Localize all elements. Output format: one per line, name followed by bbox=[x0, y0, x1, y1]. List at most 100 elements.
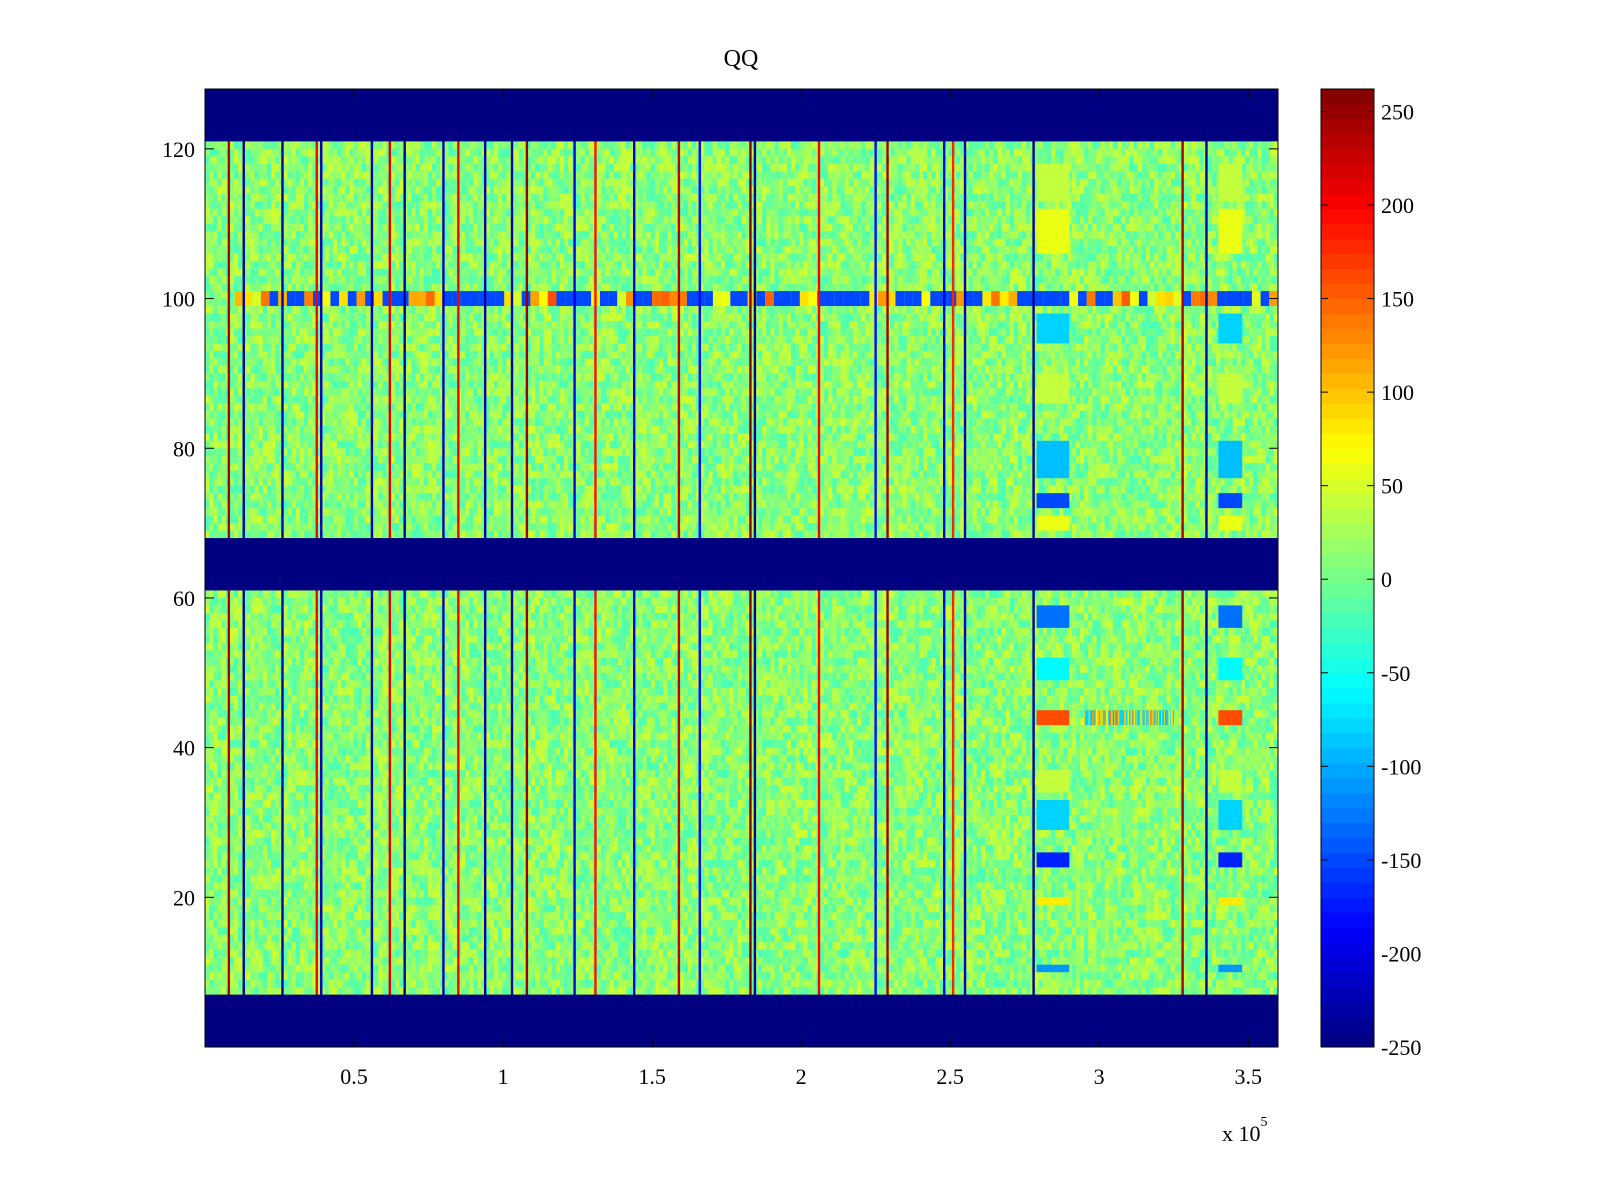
heatmap-cell bbox=[683, 148, 689, 157]
heatmap-cell bbox=[691, 186, 697, 195]
heatmap-cell bbox=[745, 178, 751, 187]
heatmap-cell bbox=[737, 201, 742, 210]
heatmap-cell bbox=[1211, 201, 1217, 210]
heatmap-cell bbox=[1088, 163, 1093, 172]
heatmap-cell bbox=[1096, 178, 1101, 187]
heatmap-cell bbox=[316, 171, 321, 180]
heatmap-cell bbox=[423, 141, 429, 150]
heatmap-cell bbox=[1178, 193, 1184, 202]
heatmap-cell bbox=[213, 171, 218, 180]
heatmap-cell bbox=[609, 201, 614, 210]
heatmap-cell bbox=[630, 216, 635, 225]
heatmap-cell bbox=[568, 193, 573, 202]
heatmap-cell bbox=[1240, 148, 1246, 157]
heatmap-cell bbox=[1129, 216, 1134, 225]
heatmap-cell bbox=[378, 186, 383, 195]
heatmap-cell bbox=[766, 186, 771, 195]
heatmap-cell bbox=[803, 178, 808, 187]
heatmap-cell bbox=[324, 216, 330, 225]
heatmap-cell bbox=[576, 208, 581, 217]
heatmap-cell bbox=[617, 216, 623, 225]
heatmap-cell bbox=[522, 193, 528, 202]
heatmap-cell bbox=[782, 223, 788, 232]
heatmap-cell bbox=[877, 208, 883, 217]
heatmap-cell bbox=[411, 156, 416, 165]
heatmap-cell bbox=[411, 178, 416, 187]
heatmap-cell bbox=[238, 216, 243, 225]
heatmap-cell bbox=[312, 193, 317, 202]
heatmap-cell bbox=[630, 208, 635, 217]
heatmap-cell bbox=[221, 231, 227, 240]
heatmap-cell bbox=[720, 141, 726, 150]
heatmap-cell bbox=[332, 156, 338, 165]
heatmap-cell bbox=[601, 193, 606, 202]
heatmap-cell bbox=[411, 216, 416, 225]
heatmap-cell bbox=[758, 148, 763, 157]
heatmap-cell bbox=[939, 156, 945, 165]
heatmap-cell bbox=[902, 148, 907, 157]
heatmap-cell bbox=[778, 186, 784, 195]
heatmap-cell bbox=[691, 208, 697, 217]
heatmap-cell bbox=[444, 156, 449, 165]
heatmap-cell bbox=[968, 178, 974, 187]
heatmap-cell bbox=[295, 208, 301, 217]
heatmap-cell bbox=[1174, 186, 1180, 195]
heatmap-cell bbox=[1121, 186, 1126, 195]
heatmap-cell bbox=[1154, 163, 1159, 172]
heatmap-cell bbox=[1145, 148, 1151, 157]
heatmap-cell bbox=[394, 216, 400, 225]
heatmap-cell bbox=[1257, 208, 1262, 217]
heatmap-cell bbox=[638, 178, 643, 187]
heatmap-cell bbox=[1265, 171, 1271, 180]
heatmap-cell bbox=[526, 186, 532, 195]
heatmap-cell bbox=[205, 193, 210, 202]
heatmap-cell bbox=[576, 148, 581, 157]
heatmap-cell bbox=[539, 178, 544, 187]
heatmap-cell bbox=[910, 171, 916, 180]
heatmap-cell bbox=[1191, 201, 1196, 210]
heatmap-cell bbox=[341, 193, 346, 202]
heatmap-cell bbox=[444, 208, 449, 217]
heatmap-cell bbox=[1067, 223, 1073, 232]
heatmap-cell bbox=[881, 163, 887, 172]
heatmap-cell bbox=[650, 171, 656, 180]
heatmap-cell bbox=[233, 216, 239, 225]
heatmap-cell bbox=[316, 141, 321, 150]
heatmap-cell bbox=[390, 231, 396, 240]
heatmap-cell bbox=[275, 216, 280, 225]
heatmap-cell bbox=[898, 216, 903, 225]
heatmap-cell bbox=[217, 163, 222, 172]
heatmap-cell bbox=[1207, 141, 1213, 150]
heatmap-cell bbox=[832, 148, 837, 157]
heatmap-cell bbox=[960, 148, 965, 157]
heatmap-cell bbox=[551, 141, 557, 150]
heatmap-cell bbox=[935, 223, 940, 232]
heatmap-cell bbox=[275, 201, 280, 210]
heatmap-cell bbox=[431, 216, 437, 225]
heatmap-cell bbox=[1265, 148, 1271, 157]
heatmap-cell bbox=[287, 216, 293, 225]
heatmap-cell bbox=[749, 216, 755, 225]
heatmap-cell bbox=[353, 178, 359, 187]
heatmap-cell bbox=[477, 148, 482, 157]
heatmap-cell bbox=[238, 156, 243, 165]
heatmap-cell bbox=[1269, 186, 1275, 195]
heatmap-cell bbox=[828, 156, 833, 165]
heatmap-cell bbox=[448, 223, 454, 232]
heatmap-cell bbox=[1133, 156, 1139, 165]
heatmap-cell bbox=[1154, 141, 1159, 150]
heatmap-cell bbox=[778, 201, 784, 210]
heatmap-cell bbox=[1108, 216, 1114, 225]
heatmap-cell bbox=[1009, 171, 1015, 180]
heatmap-cell bbox=[861, 163, 866, 172]
heatmap-cell bbox=[869, 141, 874, 150]
heatmap-cell bbox=[758, 141, 763, 150]
heatmap-cell bbox=[477, 201, 482, 210]
heatmap-cell bbox=[836, 163, 841, 172]
heatmap-cell bbox=[1162, 186, 1167, 195]
heatmap-cell bbox=[724, 186, 730, 195]
heatmap-cell bbox=[720, 171, 726, 180]
heatmap-cell bbox=[968, 216, 974, 225]
heatmap-cell bbox=[1154, 216, 1159, 225]
heatmap-cell bbox=[374, 223, 379, 232]
